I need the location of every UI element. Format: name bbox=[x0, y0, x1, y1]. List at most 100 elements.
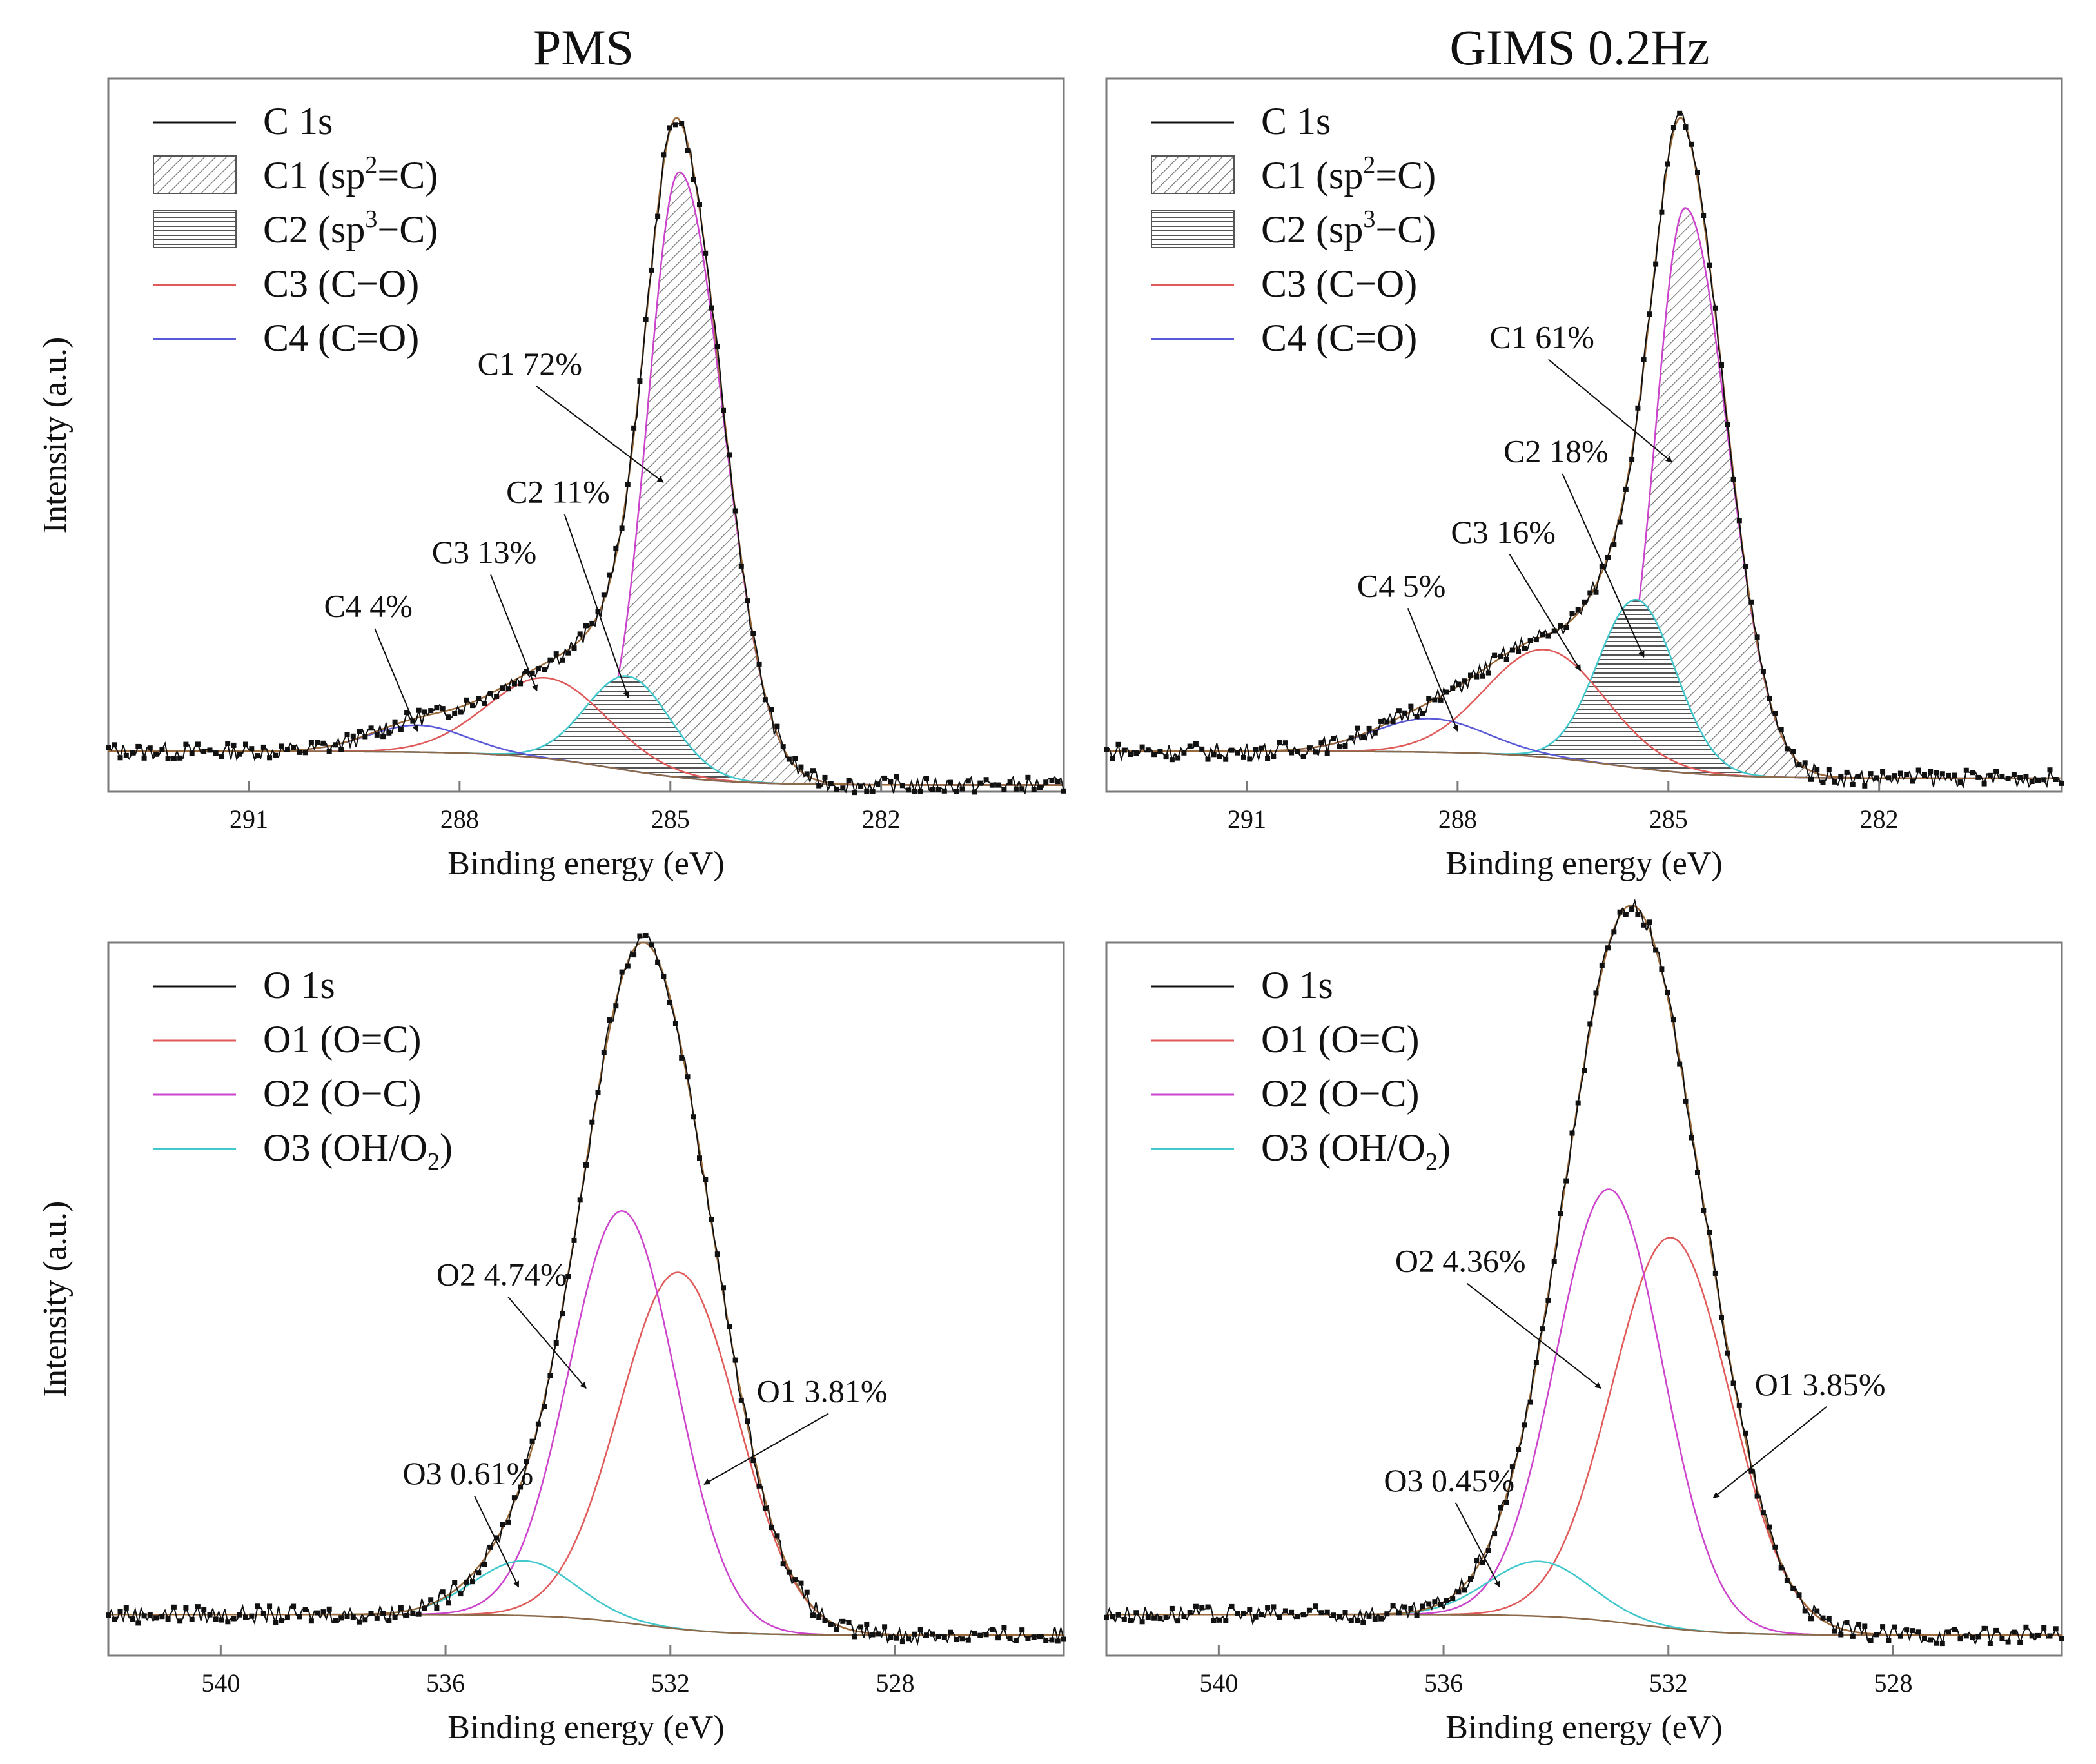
legend-label: C1 (sp2=C) bbox=[263, 152, 438, 197]
legend-swatch-hatch bbox=[1151, 210, 1235, 248]
annotation-label: O1 3.81% bbox=[757, 1373, 888, 1409]
x-tick-label: 532 bbox=[651, 1669, 690, 1698]
annotation-arrow bbox=[1509, 554, 1582, 672]
data-line bbox=[108, 122, 1064, 795]
legend-label: C 1s bbox=[263, 100, 333, 142]
legend-swatch-hatch bbox=[1151, 155, 1235, 194]
legend-label: O 1s bbox=[1261, 964, 1333, 1006]
legend: O 1s O1 (O=C) O2 (O−C) O3 (OH/O2) bbox=[1151, 964, 1451, 1175]
x-tick-label: 288 bbox=[440, 805, 479, 834]
component-curve-o2 bbox=[108, 1210, 1064, 1636]
legend-label: O3 (OH/O2) bbox=[1261, 1126, 1451, 1175]
legend-label: C4 (C=O) bbox=[263, 317, 419, 359]
annotation-label: C2 18% bbox=[1503, 433, 1609, 469]
legend-label: O1 (O=C) bbox=[1261, 1018, 1419, 1061]
plot-frame bbox=[107, 77, 1065, 793]
annotation-arrow bbox=[563, 514, 630, 698]
annotation-label: C1 72% bbox=[478, 346, 583, 382]
plot-frame bbox=[107, 941, 1065, 1657]
envelope-curve bbox=[1106, 904, 2062, 1636]
x-axis-label: Binding energy (eV) bbox=[447, 1709, 724, 1746]
annotation-arrow bbox=[1454, 1502, 1501, 1588]
data-line bbox=[108, 934, 1064, 1647]
annotation-label: C2 11% bbox=[506, 473, 610, 509]
component-curve-o2 bbox=[1106, 1188, 2062, 1636]
y-axis-label: Intensity (a.u.) bbox=[37, 337, 73, 534]
panel-c1s-gims: 291 288 285 282 Binding energy (eV) C 1s C1 (s… bbox=[1104, 77, 2064, 882]
component-curve-o1 bbox=[1106, 1237, 2062, 1636]
annotation-arrow bbox=[490, 574, 538, 692]
component-curve-c1 bbox=[1106, 207, 2061, 779]
component-curve-o1 bbox=[108, 1271, 1064, 1636]
legend-label: C 1s bbox=[1261, 100, 1331, 142]
annotation-arrow bbox=[1407, 608, 1459, 732]
component-fill-c1 bbox=[1106, 208, 2062, 779]
panel-o1s-pms: 540 536 532 528 Binding energy (eV) Intensity… bbox=[37, 933, 1066, 1746]
legend-label: O3 (OH/O2) bbox=[263, 1126, 453, 1175]
legend: C 1s C1 (sp2=C) C2 (sp3−C) C3 (C−O) C4 (C=O) bbox=[1151, 100, 1436, 359]
x-tick-label: 291 bbox=[230, 805, 268, 834]
annotation-arrow bbox=[1466, 1282, 1601, 1389]
annotation-arrow bbox=[1712, 1406, 1827, 1499]
legend-label: C2 (sp3−C) bbox=[263, 206, 438, 251]
legend-swatch-hatch bbox=[153, 155, 237, 194]
x-tick-label: 528 bbox=[876, 1669, 914, 1698]
column-title-pms: PMS bbox=[533, 19, 634, 75]
x-tick-label: 540 bbox=[201, 1669, 240, 1698]
x-tick-label: 282 bbox=[862, 805, 901, 834]
envelope-curve bbox=[108, 117, 1063, 786]
legend-label: O2 (O−C) bbox=[1261, 1072, 1419, 1115]
annotation-arrow bbox=[507, 1297, 587, 1389]
legend-label: C3 (C−O) bbox=[1261, 262, 1417, 305]
x-tick-label: 282 bbox=[1860, 805, 1899, 834]
annotation-arrow bbox=[374, 628, 418, 732]
envelope-curve bbox=[108, 941, 1064, 1636]
annotation-label: O2 4.36% bbox=[1395, 1242, 1526, 1279]
annotation-arrow bbox=[1562, 473, 1645, 658]
x-tick-label: 536 bbox=[426, 1669, 465, 1698]
annotation-label: O1 3.85% bbox=[1755, 1366, 1886, 1402]
legend-label: O1 (O=C) bbox=[263, 1018, 421, 1061]
plot-frame bbox=[1105, 941, 2063, 1657]
component-curve-o3 bbox=[1106, 1560, 2062, 1636]
legend: C 1s C1 (sp2=C) C2 (sp3−C) C3 (C−O) C4 (C=O) bbox=[153, 100, 438, 359]
annotation-label: C3 16% bbox=[1451, 514, 1556, 550]
component-curve-o3 bbox=[108, 1560, 1064, 1636]
x-tick-label: 532 bbox=[1649, 1669, 1688, 1698]
x-axis-label: Binding energy (eV) bbox=[447, 845, 724, 882]
x-tick-label: 536 bbox=[1424, 1669, 1463, 1698]
annotation-label: C4 4% bbox=[324, 588, 413, 624]
annotation-arrow bbox=[536, 386, 664, 483]
y-axis-label: Intensity (a.u.) bbox=[37, 1201, 73, 1398]
component-fill-c2 bbox=[108, 676, 1064, 785]
legend: O 1s O1 (O=C) O2 (O−C) O3 (OH/O2) bbox=[153, 964, 453, 1175]
annotation-label: C1 61% bbox=[1489, 318, 1594, 355]
component-fill-c2 bbox=[1106, 600, 2062, 779]
x-tick-label: 285 bbox=[651, 805, 690, 834]
x-tick-label: 291 bbox=[1228, 805, 1266, 834]
legend-label: C1 (sp2=C) bbox=[1261, 152, 1436, 197]
x-tick-label: 285 bbox=[1649, 805, 1688, 834]
legend-label: C3 (C−O) bbox=[263, 262, 419, 305]
panel-o1s-gims: 540 536 532 528 Binding energy (eV) O 1s O1 (O… bbox=[1104, 898, 2064, 1746]
x-tick-label: 528 bbox=[1874, 1669, 1912, 1698]
x-tick-label: 288 bbox=[1438, 805, 1477, 834]
data-line bbox=[1106, 112, 2062, 789]
panel-c1s-pms: 291 288 285 282 Binding energy (eV) Intensity… bbox=[37, 77, 1066, 882]
data-points bbox=[1104, 906, 2064, 1647]
x-axis-label: Binding energy (eV) bbox=[1445, 1709, 1722, 1746]
legend-swatch-hatch bbox=[153, 210, 237, 248]
data-points bbox=[106, 121, 1066, 796]
annotation-label: C4 5% bbox=[1357, 567, 1446, 603]
column-title-gims: GIMS 0.2Hz bbox=[1450, 19, 1710, 75]
plot-frame bbox=[1105, 77, 2063, 793]
x-axis-label: Binding energy (eV) bbox=[1445, 845, 1722, 882]
annotation-label: O2 4.74% bbox=[436, 1257, 567, 1293]
annotation-arrow bbox=[703, 1413, 829, 1485]
annotation-label: O3 0.61% bbox=[403, 1455, 534, 1491]
annotation-arrow bbox=[474, 1495, 520, 1588]
legend-label: C2 (sp3−C) bbox=[1261, 206, 1436, 251]
legend-label: O 1s bbox=[263, 964, 335, 1006]
legend-label: O2 (O−C) bbox=[263, 1072, 421, 1115]
